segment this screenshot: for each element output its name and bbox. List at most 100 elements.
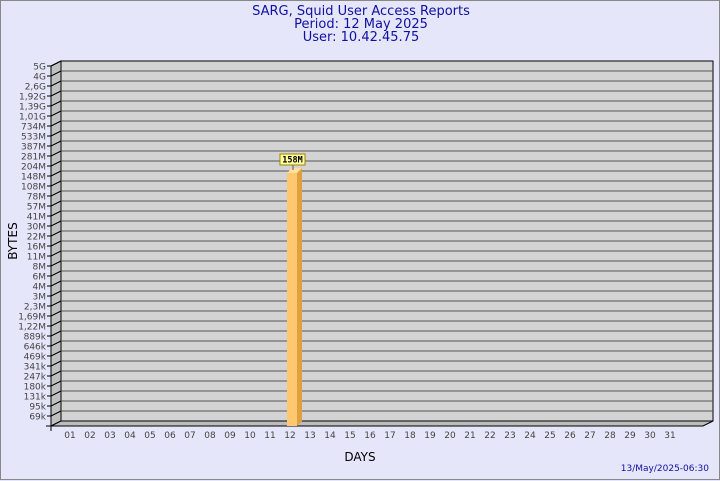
grid-depth [50,360,62,367]
x-tick-label: 28 [604,431,616,441]
grid-depth [50,320,62,327]
y-tick-label: 204M [21,163,46,173]
bar [287,173,297,426]
x-tick-label: 13 [304,431,315,441]
x-tick-label: 19 [424,431,436,441]
grid-depth [50,250,62,257]
grid-depth [50,340,62,347]
y-tick-label: 247k [24,373,47,383]
y-tick-label: 131k [24,393,47,403]
x-tick-label: 05 [144,431,155,441]
y-tick-label: 4M [33,283,47,293]
y-tick-label: 3M [33,293,47,303]
x-tick-label: 02 [84,431,95,441]
chart-period: Period: 12 May 2025 [294,17,428,32]
grid-depth [50,310,62,317]
value-label-box [279,153,306,166]
grid-depth [50,270,62,277]
x-tick-label: 24 [524,431,536,441]
grid-depth [50,220,62,227]
x-tick-label: 25 [544,431,555,441]
y-tick-label: 16M [27,243,46,253]
x-tick-label: 18 [404,431,416,441]
x-tick-label: 08 [204,431,216,441]
y-tick-label: 148M [21,173,46,183]
y-tick-label: 387M [21,143,46,153]
x-tick-label: 12 [284,431,295,441]
y-tick-label: 1,39G [19,103,46,113]
x-tick-label: 31 [664,431,675,441]
y-tick-label: 78M [27,193,46,203]
y-tick-label: 469k [24,353,47,363]
x-tick-label: 03 [104,431,115,441]
value-label: 158M [282,156,302,166]
grid-depth [50,60,62,67]
grid-depth [50,350,62,357]
y-tick-label: 281M [21,153,46,163]
y-tick-label: 1,22M [18,323,46,333]
grid-depth [50,180,62,187]
y-tick-label: 1,69M [18,313,46,323]
grid-depth [50,380,62,387]
y-tick-label: 5G [33,63,46,73]
x-tick-label: 15 [344,431,355,441]
grid-depth [50,370,62,377]
y-axis-label: BYTES [6,222,20,259]
grid-depth [50,230,62,237]
grid-depth [50,90,62,97]
grid-depth [50,80,62,87]
x-tick-label: 22 [484,431,495,441]
y-tick-label: 69k [29,413,46,423]
y-tick-label: 180k [24,383,47,393]
y-tick-label: 341k [24,363,47,373]
x-tick-label: 10 [244,431,256,441]
x-tick-label: 23 [504,431,515,441]
grid-depth [50,120,62,127]
bar-top [287,168,302,173]
y-tick-label: 108M [21,183,46,193]
grid-depth [50,300,62,307]
x-tick-label: 04 [124,431,136,441]
x-tick-label: 20 [444,431,456,441]
y-tick-label: 4G [33,73,46,83]
x-tick-label: 07 [184,431,195,441]
x-tick-label: 06 [164,431,176,441]
x-tick-label: 29 [624,431,636,441]
grid-depth [50,160,62,167]
x-tick-label: 27 [584,431,595,441]
x-tick-label: 17 [384,431,395,441]
x-tick-label: 16 [364,431,376,441]
x-tick-label: 14 [324,431,336,441]
grid-depth [50,190,62,197]
y-tick-label: 1,01G [19,113,46,123]
y-tick-label: 889k [24,333,47,343]
x-tick-label: 09 [224,431,236,441]
grid-depth [50,390,62,397]
grid-depth [50,260,62,267]
y-tick-label: 41M [27,213,46,223]
grid-depth [50,400,62,407]
grid-depth [50,100,62,107]
grid-depth [50,410,62,417]
x-tick-label: 01 [64,431,75,441]
bar-side [297,168,302,426]
y-tick-label: 11M [27,253,46,263]
footer-timestamp: 13/May/2025-06:30 [621,464,709,474]
grid-depth [50,140,62,147]
y-tick-label: 30M [27,223,46,233]
y-tick-label: 22M [27,233,46,243]
y-tick-label: 734M [21,123,46,133]
grid-depth [50,110,62,117]
grid-depth [50,170,62,177]
x-tick-label: 21 [464,431,475,441]
x-tick-label: 26 [564,431,576,441]
floor [50,420,714,427]
y-tick-label: 57M [27,203,46,213]
y-tick-label: 533M [21,133,46,143]
grid-depth [50,330,62,337]
grid-depth [50,150,62,157]
grid-depth [50,210,62,217]
chart-user: User: 10.42.45.75 [302,30,420,45]
